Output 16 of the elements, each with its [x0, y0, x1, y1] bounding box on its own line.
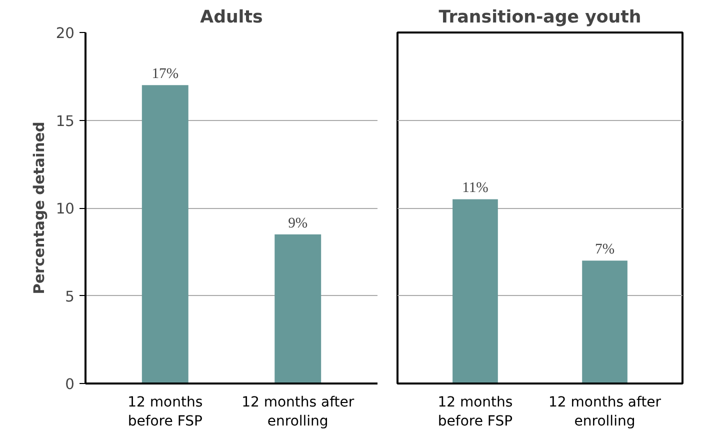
y-axis-title: Percentage detained	[30, 122, 48, 294]
y-tick-label: 15	[56, 112, 75, 130]
x-tick-label: 12 months after enrolling	[242, 394, 354, 430]
x-tick-label: 12 months before FSP	[438, 394, 513, 430]
y-tick-label: 20	[56, 25, 75, 42]
chart-title: Adults	[200, 8, 263, 28]
data-label: 17%	[152, 66, 179, 82]
x-tick-label: 12 months after enrolling	[548, 394, 662, 430]
data-label: 9%	[288, 215, 308, 232]
x-tick-label: 12 months before FSP	[128, 394, 203, 430]
data-label: 11%	[462, 180, 488, 196]
y-tick-label: 10	[56, 200, 75, 218]
y-tick-label: 5	[65, 288, 75, 306]
y-tick-label: 0	[65, 376, 75, 393]
data-label: 7%	[595, 242, 615, 258]
chart-title: Transition-age youth	[438, 8, 642, 28]
